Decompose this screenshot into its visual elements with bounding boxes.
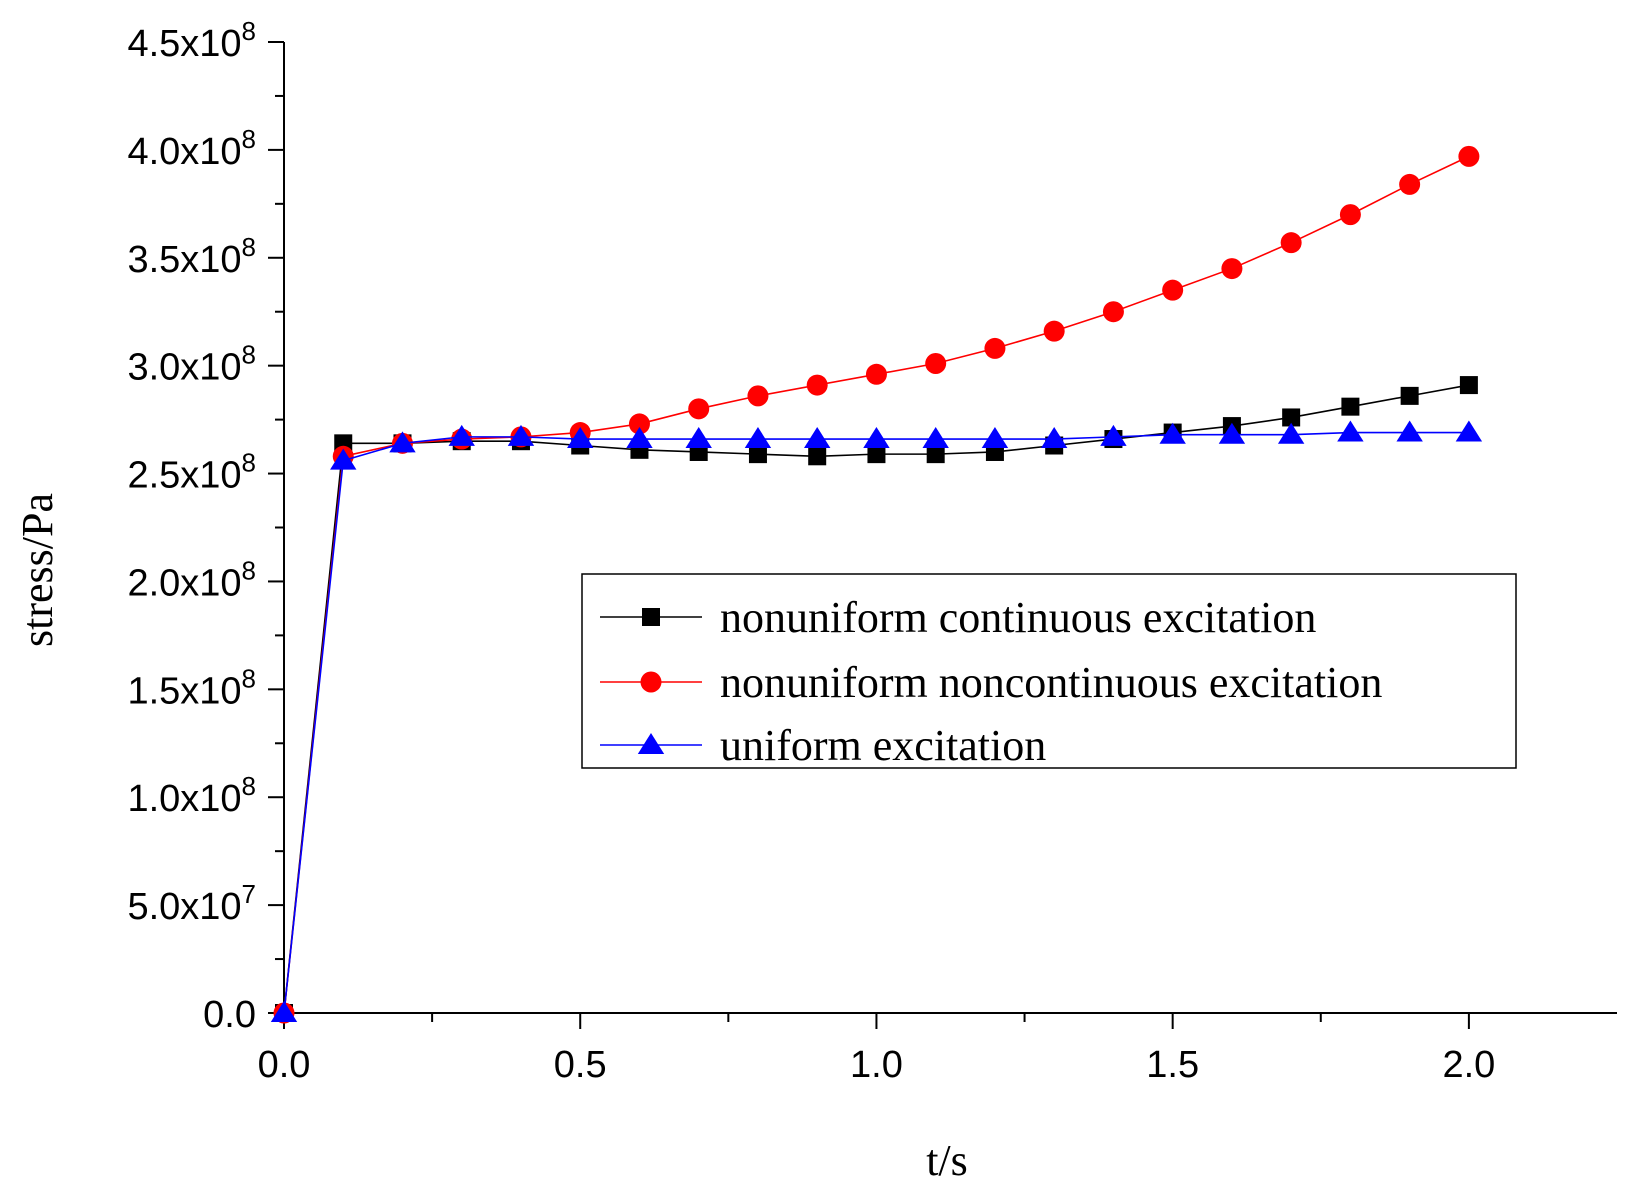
data-point <box>1455 420 1483 442</box>
data-point <box>925 353 947 375</box>
y-tick-label: 4.5x108 <box>127 16 256 65</box>
legend-item: nonuniform noncontinuous excitation <box>600 658 1382 707</box>
data-point <box>1100 424 1127 446</box>
y-tick-label: 3.5x108 <box>127 232 256 281</box>
data-point <box>1221 258 1243 280</box>
legend-item: nonuniform continuous excitation <box>600 593 1316 642</box>
x-tick-label: 0.5 <box>554 1044 607 1086</box>
legend-label: nonuniform noncontinuous excitation <box>720 658 1382 707</box>
axes-layer: 0.0 0.5 1.0 1.5 2.0 0.0 5.0x107 1.0x108 1.5x108 2… <box>127 16 1617 1086</box>
x-axis-label: t/s <box>926 1136 968 1185</box>
data-point <box>806 374 828 396</box>
data-point <box>744 427 772 449</box>
legend-marker <box>642 608 660 626</box>
x-tick-label: 2.0 <box>1442 1044 1495 1086</box>
data-point <box>748 445 767 464</box>
y-tick-label: 2.5x108 <box>127 448 256 497</box>
data-point <box>626 427 653 449</box>
legend-label: nonuniform continuous excitation <box>720 593 1316 642</box>
data-point <box>330 448 357 470</box>
y-tick-label: 2.0x108 <box>127 555 256 604</box>
data-point <box>808 447 827 466</box>
data-point <box>984 337 1006 359</box>
data-point <box>804 427 831 449</box>
data-point <box>1280 232 1302 254</box>
y-tick-label: 0.0 <box>203 994 256 1036</box>
y-axis-label: stress/Pa <box>13 493 62 647</box>
data-point <box>1341 397 1360 416</box>
y-tick-label: 1.0x108 <box>127 771 256 820</box>
x-tick-label: 1.5 <box>1146 1044 1199 1086</box>
data-point <box>1337 420 1364 442</box>
legend-marker <box>640 671 662 693</box>
y-tick-label: 3.0x108 <box>127 340 256 389</box>
data-point <box>567 427 594 449</box>
data-point <box>1159 422 1186 444</box>
data-point <box>865 363 887 385</box>
data-point <box>270 1001 298 1022</box>
x-tick-label: 1.0 <box>850 1044 903 1086</box>
data-point <box>981 427 1009 449</box>
data-point <box>1396 420 1423 442</box>
data-point <box>1400 386 1419 405</box>
data-point <box>688 398 710 420</box>
data-point <box>685 427 712 449</box>
x-tick-label: 0.0 <box>258 1044 311 1086</box>
y-tick-label: 4.0x108 <box>127 124 256 173</box>
legend-item: uniform excitation <box>600 721 1046 770</box>
data-point <box>1162 279 1184 301</box>
data-point <box>747 385 769 407</box>
data-point <box>628 413 650 435</box>
data-point <box>389 431 416 453</box>
legend-label: uniform excitation <box>720 721 1046 770</box>
series-3 <box>270 420 1483 1022</box>
data-point <box>1282 408 1301 427</box>
legend-box <box>581 573 1517 769</box>
y-tick-label: 1.5x108 <box>127 663 256 712</box>
data-point <box>1218 422 1246 444</box>
data-point <box>1277 422 1305 444</box>
data-point <box>1458 145 1480 167</box>
data-point <box>922 427 949 449</box>
series-layer <box>270 145 1483 1024</box>
legend: nonuniform continuous excitation nonunifo… <box>581 573 1517 770</box>
data-point <box>1102 301 1124 323</box>
data-point <box>1339 204 1361 226</box>
data-point <box>867 445 886 464</box>
data-point <box>1459 376 1478 395</box>
data-point <box>1040 427 1068 449</box>
data-point <box>1399 173 1421 195</box>
legend-marker <box>637 733 665 754</box>
data-point <box>507 424 535 446</box>
data-point <box>926 445 945 464</box>
data-point <box>448 424 475 446</box>
data-point <box>863 427 890 449</box>
data-point <box>1043 320 1065 342</box>
y-tick-label: 5.0x107 <box>127 879 256 928</box>
